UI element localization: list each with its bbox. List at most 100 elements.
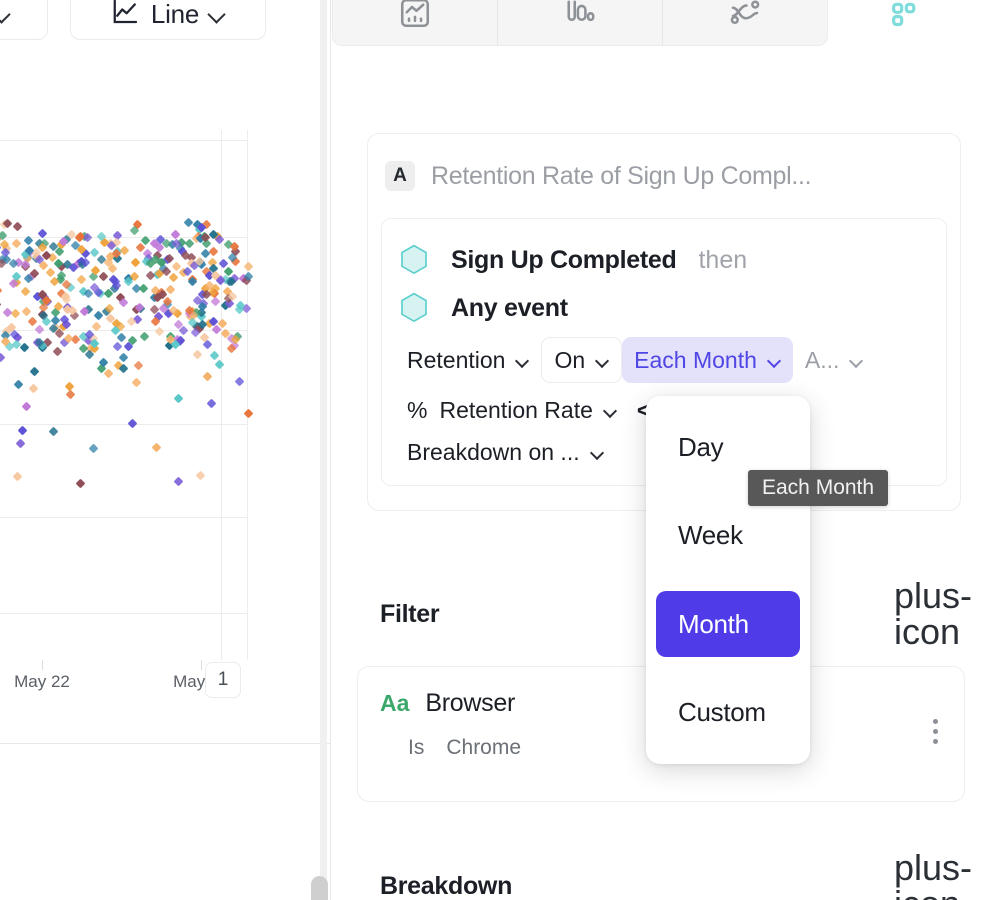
chevron-down-icon	[850, 354, 863, 367]
toolbar-collapse-button[interactable]	[0, 0, 48, 40]
filter-operator[interactable]: Is	[408, 736, 425, 759]
scatter-point	[52, 346, 63, 357]
event-name: Any event	[451, 293, 568, 322]
scrollbar-thumb[interactable]	[311, 876, 328, 900]
x-axis: May 22 May 29	[0, 660, 330, 700]
scatter-point	[0, 299, 2, 310]
scrollbar-track[interactable]	[320, 0, 327, 900]
kebab-menu-icon[interactable]	[933, 719, 938, 744]
chart-canvas[interactable]: May 22 May 29	[0, 48, 330, 744]
chevron-down-icon	[209, 6, 225, 22]
percent-icon: %	[407, 396, 428, 423]
metric-row: % Retention Rate <	[382, 380, 946, 424]
scatter-point	[173, 393, 184, 404]
scatter-point	[15, 438, 26, 449]
scatter-point	[206, 398, 217, 409]
add-breakdown-button[interactable]: plus-icon	[893, 847, 973, 900]
query-title-row[interactable]: A Retention Rate of Sign Up Compl...	[368, 156, 960, 196]
flow-path-icon	[727, 0, 763, 31]
interval-option-day[interactable]: Day	[678, 431, 724, 462]
chevron-down-icon	[596, 354, 609, 367]
scatter-point	[208, 246, 219, 256]
x-axis-tick	[42, 660, 43, 670]
trailing-dropdown[interactable]: A...	[793, 337, 876, 383]
scatter-point	[103, 368, 114, 379]
tab-chart[interactable]	[333, 0, 498, 45]
gridline-horizontal	[0, 613, 248, 614]
scatter-point	[165, 284, 176, 295]
scatter-point	[27, 316, 37, 327]
scatter-point	[76, 274, 87, 285]
scatter-point	[118, 297, 129, 308]
scatter-point	[20, 286, 31, 297]
breakdown-control-row: Breakdown on ...	[382, 424, 946, 468]
breakdown-dropdown[interactable]: Breakdown on ...	[395, 429, 616, 475]
filter-section-header: Filter plus-icon	[332, 575, 982, 652]
scatter-point	[183, 217, 193, 228]
scatter-plot	[0, 130, 254, 660]
line-chart-icon	[111, 0, 141, 32]
metric-label: Retention Rate	[439, 396, 593, 423]
sparkle-dots-icon[interactable]	[889, 0, 929, 34]
tab-funnel[interactable]	[498, 0, 663, 45]
scatter-point	[29, 366, 40, 377]
scatter-point	[89, 247, 100, 258]
text-property-icon: Aa	[380, 690, 410, 716]
scatter-point	[131, 377, 142, 388]
event-suffix: then	[698, 245, 748, 274]
chart-type-dropdown[interactable]: Line	[70, 0, 266, 40]
tab-flow[interactable]	[663, 0, 827, 45]
filter-name-row: Aa Browser	[358, 667, 964, 718]
scatter-point	[34, 324, 44, 335]
interval-option-month[interactable]: Month	[656, 591, 800, 658]
x-axis-tick-label: May 22	[14, 672, 70, 691]
scatter-point	[133, 360, 144, 371]
interval-option-week[interactable]: Week	[678, 520, 743, 551]
breakdown-section-header: Breakdown plus-icon	[332, 847, 982, 900]
interval-dropdown-menu[interactable]: Day Week Month Custom	[646, 396, 810, 764]
gridline-horizontal	[0, 330, 248, 331]
scatter-point	[12, 471, 23, 482]
trailing-label: A...	[804, 346, 840, 373]
scatter-point	[154, 326, 164, 336]
interval-option-custom[interactable]: Custom	[678, 697, 766, 728]
breakdown-label: Breakdown on ...	[407, 438, 580, 465]
scatter-point	[21, 401, 32, 412]
chevron-down-icon	[768, 354, 781, 367]
scatter-point	[98, 271, 109, 282]
event-row-0[interactable]: Sign Up Completed then	[382, 236, 946, 284]
scatter-point	[0, 230, 8, 240]
chart-page-indicator[interactable]: 1	[205, 662, 241, 698]
chart-toolbar: Line	[0, 0, 330, 48]
gridline-horizontal	[0, 140, 248, 141]
metric-dropdown[interactable]: Retention Rate	[427, 387, 628, 433]
gridline-horizontal	[0, 424, 248, 425]
scatter-point	[234, 376, 245, 387]
scatter-point	[210, 296, 221, 307]
scatter-point	[2, 307, 13, 317]
view-tab-bar	[332, 0, 828, 46]
query-controls-row: Retention On Each Month A...	[382, 332, 946, 383]
scatter-point	[65, 389, 76, 400]
interval-tooltip: Each Month	[748, 470, 889, 506]
scatter-point	[0, 285, 3, 296]
hexagon-icon	[399, 292, 429, 325]
add-filter-button[interactable]: plus-icon	[893, 575, 973, 652]
filter-value[interactable]: Chrome	[446, 736, 522, 759]
interval-dropdown-trigger[interactable]: Each Month	[622, 337, 793, 383]
scatter-point	[127, 418, 138, 429]
scatter-point	[88, 443, 99, 454]
scatter-point	[168, 272, 179, 283]
panel-divider	[0, 743, 330, 744]
on-label: On	[554, 346, 586, 373]
query-title[interactable]: Retention Rate of Sign Up Compl...	[431, 161, 812, 190]
bar-line-chart-icon	[397, 0, 433, 31]
scatter-point	[10, 308, 21, 319]
measure-dropdown[interactable]: Retention	[395, 337, 541, 383]
on-dropdown[interactable]: On	[541, 337, 623, 383]
scatter-point	[130, 257, 141, 268]
scatter-point	[243, 408, 254, 419]
event-row-1[interactable]: Any event	[382, 284, 946, 332]
hexagon-icon	[399, 244, 429, 277]
x-axis-tick	[201, 660, 202, 670]
